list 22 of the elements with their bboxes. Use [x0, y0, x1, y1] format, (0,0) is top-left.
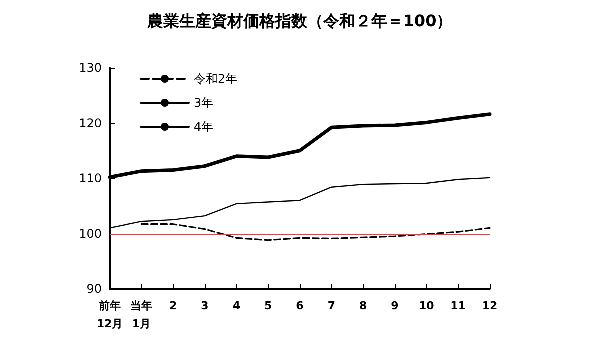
x-tick-label: 当年 1月 [130, 300, 153, 330]
y-tick-label: 90 [86, 282, 102, 296]
y-tick-label: 100 [79, 226, 102, 241]
x-tick-label: 10 [419, 300, 435, 312]
x-tick-label: 7 [328, 300, 336, 312]
x-tick-label: 4 [232, 300, 241, 312]
x-tick-label: 12 [482, 300, 498, 312]
x-tick-label: 8 [360, 300, 368, 312]
x-tick-label: 前年 12月 [96, 300, 124, 330]
x-tick-label: 9 [391, 300, 399, 312]
y-tick-label: 130 [79, 61, 102, 75]
x-tick-label: 11 [450, 300, 466, 312]
legend-label: 令和2年 [194, 72, 238, 86]
y-tick-label: 120 [79, 116, 102, 130]
legend-label: 4年 [194, 120, 214, 134]
x-tick-label: 5 [264, 300, 272, 312]
x-tick-label: 6 [296, 300, 304, 312]
legend-label: 3年 [194, 96, 214, 110]
x-tick-label: 3 [201, 300, 209, 312]
y-tick-label: 110 [79, 172, 102, 186]
x-tick-label: 2 [170, 300, 178, 312]
chart-title: 農業生産資材価格指数（令和２年＝100） [146, 12, 453, 30]
